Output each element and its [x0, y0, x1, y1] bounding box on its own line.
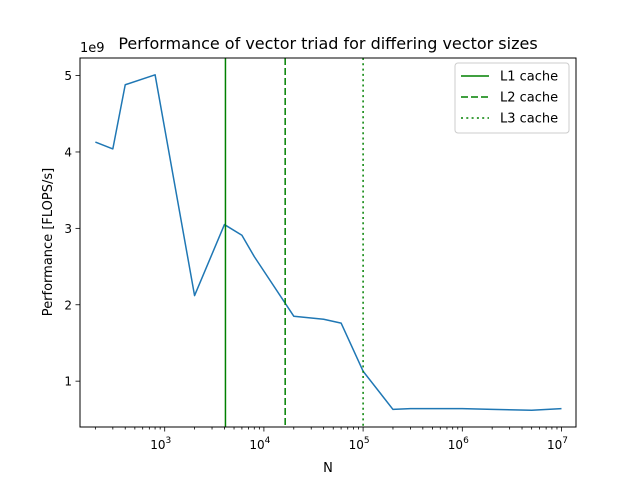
y-tick-label: 4 — [64, 145, 72, 159]
x-tick-label: 103 — [150, 436, 171, 452]
axis-ticks: 103 104 105 106 107 1 2 3 4 5 — [64, 69, 568, 452]
x-tick-label: 105 — [349, 436, 370, 452]
legend-label: L2 cache — [500, 91, 558, 106]
x-axis-label: N — [323, 461, 333, 476]
plot-area — [95, 58, 562, 427]
x-tick-label: 106 — [448, 436, 469, 452]
plot-frame — [79, 57, 577, 428]
legend-label: L3 cache — [500, 112, 558, 127]
x-tick-label: 107 — [547, 436, 568, 452]
legend-box — [454, 62, 570, 134]
y-offset-label: 1e9 — [80, 41, 105, 56]
series-line — [95, 74, 562, 411]
legend-label: L1 cache — [500, 70, 558, 85]
y-axis-label: Performance [FLOPS/s] — [41, 168, 56, 316]
y-tick-label: 3 — [64, 222, 72, 236]
legend: L1 cache L2 cache L3 cache — [454, 62, 570, 134]
x-tick-label: 104 — [249, 436, 270, 452]
y-tick-label: 2 — [64, 298, 72, 312]
y-tick-label: 5 — [64, 69, 72, 83]
chart-title: Performance of vector triad for differin… — [118, 34, 537, 53]
y-tick-label: 1 — [64, 375, 72, 389]
